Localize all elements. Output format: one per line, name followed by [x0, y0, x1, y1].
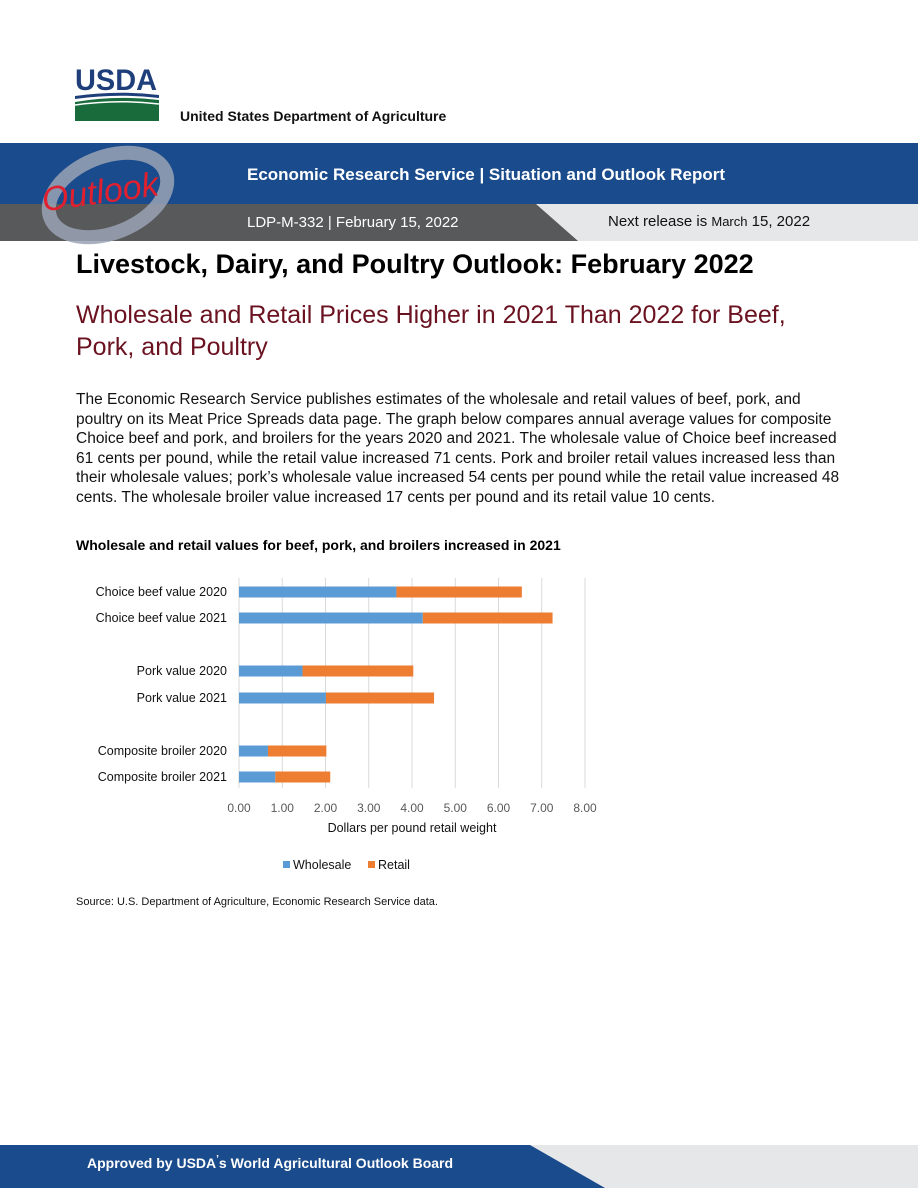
legend-swatch [283, 861, 290, 868]
category-label: Pork value 2020 [137, 664, 227, 678]
next-release-month: March [711, 214, 748, 229]
bar-retail [325, 692, 435, 704]
x-tick-label: 6.00 [487, 801, 511, 815]
category-label: Composite broiler 2021 [98, 770, 227, 784]
x-tick-label: 2.00 [314, 801, 338, 815]
x-tick-label: 0.00 [227, 801, 251, 815]
usda-logo-text: USDA [75, 64, 157, 97]
bar-wholesale [239, 745, 268, 757]
footer-blue-band [0, 1145, 605, 1188]
x-tick-label: 5.00 [444, 801, 468, 815]
bar-wholesale [239, 665, 303, 677]
page-subtitle: Wholesale and Retail Prices Higher in 20… [76, 301, 786, 361]
report-id: LDP-M-332 | February 15, 2022 [247, 214, 459, 231]
footer-approval-mark: ’ [216, 1154, 219, 1165]
x-tick-label: 3.00 [357, 801, 381, 815]
x-tick-label: 1.00 [271, 801, 295, 815]
bar-retail [267, 745, 327, 757]
category-label: Pork value 2021 [137, 691, 227, 705]
bar-wholesale [239, 586, 397, 598]
footer-approval-prefix: Approved by USDA [87, 1155, 217, 1171]
bar-wholesale [239, 771, 276, 783]
x-tick-label: 4.00 [400, 801, 424, 815]
x-tick-label: 8.00 [573, 801, 597, 815]
page-title: Livestock, Dairy, and Poultry Outlook: F… [76, 249, 754, 279]
bar-wholesale [239, 692, 326, 704]
footer-approval: Approved by USDA’s World Agricultural Ou… [87, 1154, 454, 1171]
x-axis-label: Dollars per pound retail weight [328, 821, 497, 835]
category-label: Choice beef value 2021 [96, 611, 227, 625]
bar-retail [422, 612, 553, 624]
category-label: Choice beef value 2020 [96, 585, 227, 599]
department-name: United States Department of Agriculture [180, 108, 447, 124]
legend-label: Wholesale [293, 858, 351, 872]
stacked-bar-chart: 0.00 1.00 2.00 3.00 4.00 5.00 6.00 7.00 8.00 Choi… [96, 578, 597, 872]
next-release-prefix: Next release is [608, 213, 712, 230]
bar-wholesale [239, 612, 423, 624]
bar-retail [396, 586, 522, 598]
category-label: Composite broiler 2020 [98, 744, 227, 758]
next-release-rest: 15, 2022 [747, 213, 811, 230]
next-release: Next release is March 15, 2022 [608, 213, 810, 230]
header-light-band [536, 204, 918, 241]
outlook-logo: Outlook [39, 145, 175, 245]
usda-logo: USDA [75, 64, 159, 121]
body-paragraph: The Economic Research Service publishes … [76, 391, 840, 506]
legend-swatch [368, 861, 375, 868]
source-note: Source: U.S. Department of Agriculture, … [76, 896, 438, 908]
bar-retail [275, 771, 331, 783]
chart-heading: Wholesale and retail values for beef, po… [76, 537, 561, 553]
series-title: Economic Research Service | Situation an… [247, 165, 726, 184]
x-tick-label: 7.00 [530, 801, 554, 815]
footer-approval-rest: s World Agricultural Outlook Board [218, 1155, 454, 1171]
legend-label: Retail [378, 858, 410, 872]
bar-retail [302, 665, 414, 677]
